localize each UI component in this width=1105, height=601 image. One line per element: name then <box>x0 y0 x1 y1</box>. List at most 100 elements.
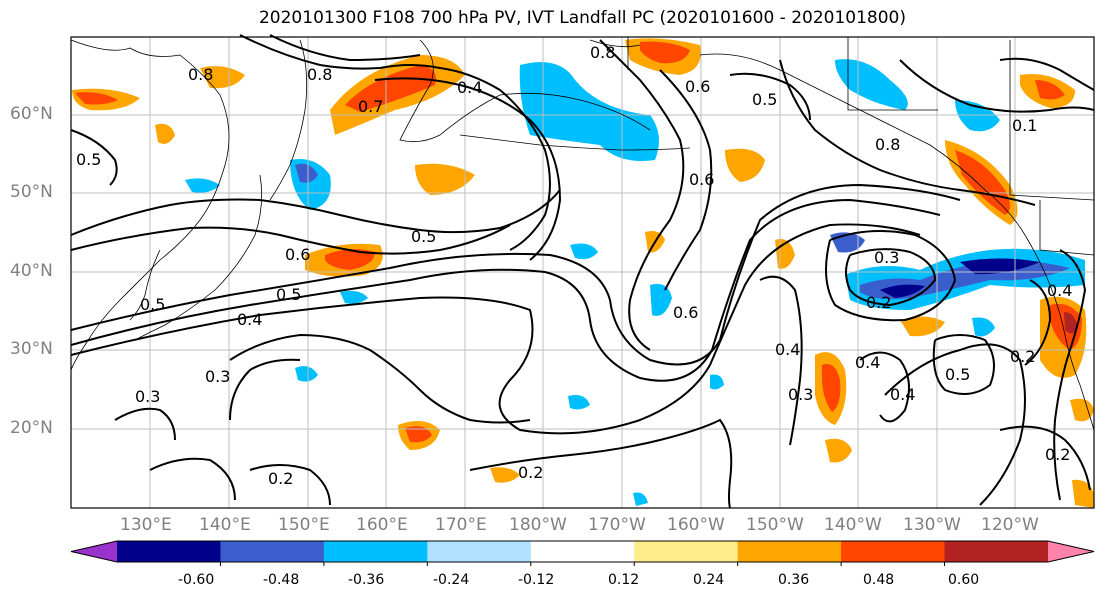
lat-label: 60°N <box>10 104 53 124</box>
shade-positive <box>900 316 945 337</box>
contour-label: 0.4 <box>855 353 880 372</box>
contour-label: 0.2 <box>518 463 543 482</box>
contour-line <box>859 351 910 423</box>
contour-label: 0.4 <box>775 340 800 359</box>
shade-negative <box>955 100 1000 132</box>
map-frame <box>70 36 1095 509</box>
contour-label: 0.5 <box>752 90 777 109</box>
coastline-asia <box>70 39 230 371</box>
shade-negative <box>295 163 318 183</box>
colorbar-segment <box>323 541 428 562</box>
colorbar-tick-label: -0.12 <box>518 572 555 588</box>
shade-negative <box>568 395 590 410</box>
contour-line <box>70 224 511 255</box>
shade-positive <box>155 123 175 144</box>
contour-line <box>899 59 1095 113</box>
contour-label: 0.8 <box>188 65 213 84</box>
contour-label: 0.5 <box>945 365 970 384</box>
lon-label: 160°E <box>356 515 408 535</box>
colorbar-segment <box>530 541 635 562</box>
contour-label: 0.7 <box>358 97 383 116</box>
contour-line <box>239 34 551 251</box>
contour-line <box>249 464 331 506</box>
contour-line <box>599 39 685 351</box>
contour-line <box>229 358 301 421</box>
contour-label: 0.2 <box>1010 347 1035 366</box>
colorbar-segment <box>634 541 739 562</box>
lon-label: 170°W <box>588 515 646 535</box>
colorbar <box>70 540 1095 566</box>
shade-negative <box>185 178 220 193</box>
colorbar-tick-label: -0.48 <box>263 572 300 588</box>
contour-line <box>70 129 118 186</box>
lon-label: 170°E <box>435 515 487 535</box>
colorbar-extend-min <box>71 541 117 562</box>
shade-positive <box>415 163 475 195</box>
colorbar-tick-label: -0.36 <box>348 572 385 588</box>
contour-label: 0.2 <box>866 293 891 312</box>
colorbar-tick-label: -0.60 <box>178 572 215 588</box>
colorbar-segment <box>737 541 842 562</box>
contour-label: 0.5 <box>140 295 165 314</box>
contour-lines <box>70 34 1095 509</box>
coastline-japan <box>134 174 263 341</box>
contour-label: 0.3 <box>874 248 899 267</box>
colorbar-tick-label: 0.12 <box>608 572 640 588</box>
contour-label: 0.8 <box>590 43 615 62</box>
boundary-line <box>1009 40 1095 201</box>
contour-label: 0.3 <box>788 385 813 404</box>
contour-line <box>114 407 176 441</box>
shade-negative <box>710 374 724 390</box>
contour-label: 0.6 <box>685 77 710 96</box>
contour-label: 0.1 <box>1012 116 1037 135</box>
contour-line <box>845 248 937 307</box>
shade-negative <box>295 366 318 382</box>
shade-negative <box>519 62 659 162</box>
shade-positive <box>822 364 841 412</box>
shade-negative <box>340 290 368 304</box>
contour-line <box>149 457 236 501</box>
lat-label: 50°N <box>10 182 53 202</box>
contour-label: 0.4 <box>1047 281 1072 300</box>
contour-label: 0.6 <box>673 303 698 322</box>
colorbar-segment <box>220 541 325 562</box>
contour-label: 0.6 <box>689 170 714 189</box>
contour-label: 0.8 <box>307 65 332 84</box>
contour-line <box>729 72 811 121</box>
colorbar-segment <box>427 541 532 562</box>
shade-negative <box>972 317 995 337</box>
contour-line <box>999 57 1095 91</box>
colorbar-tick-label: -0.24 <box>433 572 470 588</box>
contour-line <box>269 34 421 62</box>
colorbar-tick-label: 0.24 <box>693 572 725 588</box>
contour-line <box>70 223 921 435</box>
lon-label: 140°W <box>824 515 882 535</box>
coastline-bering <box>589 39 641 48</box>
lon-label: 120°W <box>981 515 1039 535</box>
shade-positive <box>825 438 852 463</box>
lat-label: 40°N <box>10 261 53 281</box>
shade-positive <box>1070 398 1094 422</box>
contour-line <box>759 275 803 446</box>
contour-line <box>469 418 733 509</box>
colorbar-tick-label: 0.60 <box>948 572 980 588</box>
contour-line <box>999 425 1091 491</box>
coastlines <box>70 39 1095 431</box>
contour-label: 0.8 <box>875 135 900 154</box>
lon-label: 180°W <box>509 515 567 535</box>
colorbar-tick-label: 0.36 <box>778 572 810 588</box>
lon-label: 130°E <box>120 515 172 535</box>
contour-line <box>884 343 1026 506</box>
shade-positive <box>325 249 375 270</box>
coastline-kamchatka <box>269 39 308 201</box>
contour-line <box>229 333 531 424</box>
shade-positive <box>75 92 118 105</box>
contour-line <box>70 198 941 382</box>
map-title: 2020101300 F108 700 hPa PV, IVT Landfall… <box>258 8 906 28</box>
contour-label: 0.5 <box>76 150 101 169</box>
contour-line <box>1024 279 1052 366</box>
boundary-box <box>847 37 938 111</box>
lat-label: 30°N <box>10 339 53 359</box>
colorbar-extend-max <box>1048 541 1094 562</box>
